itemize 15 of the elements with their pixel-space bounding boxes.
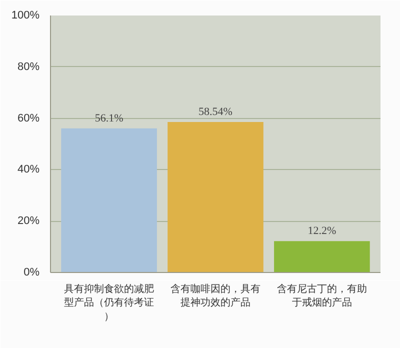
y-tick-label: 100% [11,10,40,22]
bar [168,122,264,272]
data-label: 12.2% [308,225,336,238]
data-label: 56.1% [94,112,124,124]
bar [61,128,157,272]
x-tick-label: 具有抑制食欲的减肥型产品（仍有待考证） [64,282,154,322]
bar [274,241,370,272]
y-tick-label: 60% [17,112,40,124]
y-tick-label: 20% [17,215,40,228]
y-tick-label: 40% [17,164,40,176]
data-label: 58.54% [198,106,232,118]
y-tick-label: 80% [17,60,40,73]
x-tick-label: 含有尼古丁的，有助于戒烟的产品 [276,282,367,309]
x-tick-label: 含有咖啡因的，具有提神功效的产品 [170,282,260,309]
y-tick-label: 0% [24,266,40,278]
